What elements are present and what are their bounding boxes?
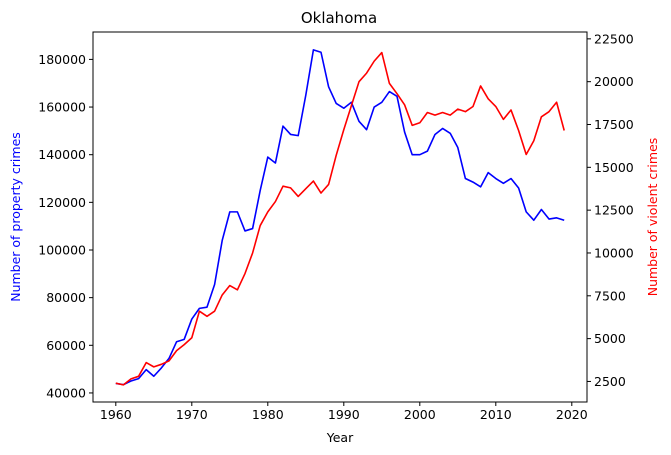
series-line-property	[115, 49, 565, 386]
y-left-tick-label: 120000	[38, 195, 86, 210]
y-left-tick-label: 140000	[38, 147, 86, 162]
y-axis-right: 2500 5000 7500 10000 12500 15000 17500 20000 225…	[587, 31, 634, 389]
y-right-tick-label: 12500	[594, 203, 634, 218]
x-tick-label: 1970	[176, 407, 208, 422]
x-tick-label: 1990	[328, 407, 360, 422]
plot-frame	[92, 31, 588, 403]
y-right-tick-label: 2500	[594, 374, 626, 389]
y-right-tick-label: 22500	[594, 31, 634, 46]
x-tick-label: 2020	[556, 407, 588, 422]
y-right-tick-label: 7500	[594, 288, 626, 303]
x-tick-label: 2010	[480, 407, 512, 422]
y-left-tick-label: 80000	[46, 290, 86, 305]
chart-title: Oklahoma	[301, 9, 377, 27]
x-axis: 1960 1970 1980 1990 2000 2010 2020	[100, 402, 588, 422]
x-tick-label: 1980	[252, 407, 284, 422]
y-left-tick-label: 60000	[46, 338, 86, 353]
y-left-tick-label: 40000	[46, 385, 86, 400]
x-tick-label: 1960	[100, 407, 132, 422]
x-tick-label: 2000	[404, 407, 436, 422]
y-axis-right-title: Number of violent crimes	[645, 138, 660, 297]
y-axis-left-title: Number of property crimes	[8, 132, 23, 302]
y-axis-left: 40000 60000 80000 100000 120000 140000 160000 1…	[38, 52, 93, 400]
x-axis-title: Year	[326, 430, 354, 445]
plot-lines	[115, 49, 565, 386]
y-right-tick-label: 20000	[594, 74, 634, 89]
series-line-violent	[115, 51, 565, 386]
y-left-tick-label: 180000	[38, 52, 86, 67]
y-right-tick-label: 15000	[594, 160, 634, 175]
y-left-tick-label: 100000	[38, 242, 86, 257]
y-right-tick-label: 17500	[594, 117, 634, 132]
y-left-tick-label: 160000	[38, 100, 86, 115]
y-right-tick-label: 10000	[594, 245, 634, 260]
y-right-tick-label: 5000	[594, 331, 626, 346]
